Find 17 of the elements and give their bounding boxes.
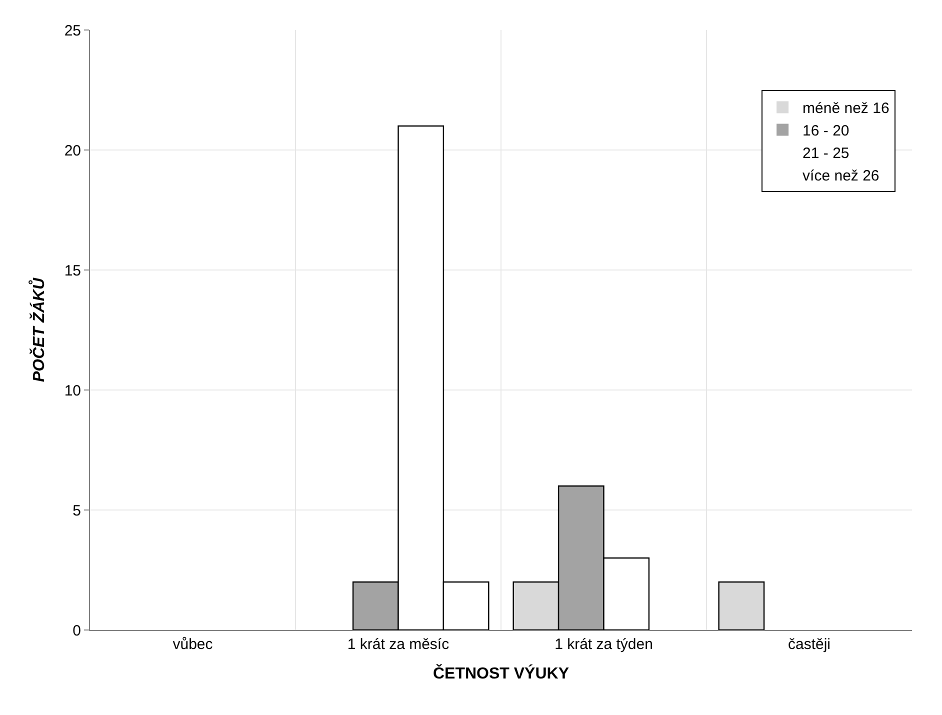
x-tick-label: 1 krát za měsíc	[347, 636, 450, 653]
y-axis-title: POČET ŽÁKŮ	[28, 278, 48, 382]
text: 21 - 25	[802, 145, 850, 162]
x-tick-label: 1 krát za týden	[554, 636, 653, 653]
legend-label: 16 - 20	[802, 122, 850, 140]
y-tick-label: 20	[64, 142, 81, 160]
y-tick-label: 0	[72, 622, 81, 640]
text: více než 26	[802, 168, 880, 185]
x-axis-title: ČETNOST VÝUKY	[432, 664, 570, 683]
x-tick-label: častěji	[788, 636, 831, 653]
y-tick-label: 15	[64, 262, 81, 280]
y-tick-label: 25	[64, 22, 81, 40]
bar	[718, 581, 765, 630]
legend-label: méně než 16	[802, 100, 890, 118]
y-tick-label: 5	[72, 502, 81, 520]
y-tick-label: 10	[64, 382, 81, 400]
x-tick-label: vůbec	[172, 636, 214, 653]
